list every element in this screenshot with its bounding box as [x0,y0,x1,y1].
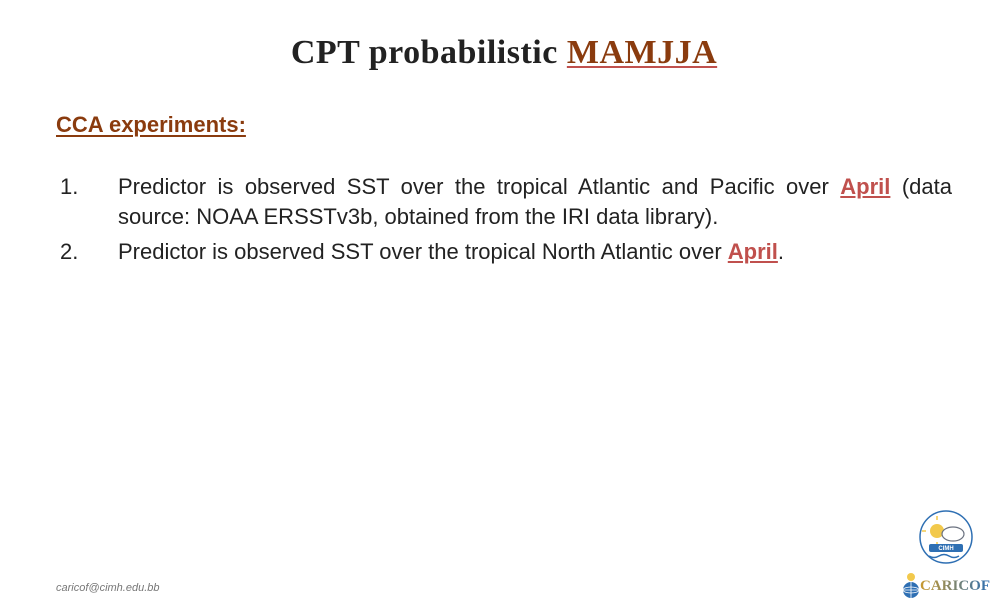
list-item: 1. Predictor is observed SST over the tr… [56,172,952,231]
title-highlight: MAMJJA [567,34,717,71]
cimh-logo-label: CIMH [938,546,953,552]
footer-email: caricof@cimh.edu.bb [56,582,160,594]
list-number: 1. [56,172,118,202]
slide-title: CPT probabilistic MAMJJA [56,34,952,72]
slide: CPT probabilistic MAMJJA CCA experiments… [0,0,1008,612]
list-text: Predictor is observed SST over the tropi… [118,172,952,231]
subtitle: CCA experiments: [56,112,952,138]
experiments-list: 1. Predictor is observed SST over the tr… [56,172,952,267]
list-text: Predictor is observed SST over the tropi… [118,237,952,267]
cimh-logo-icon: CIMH [919,510,973,564]
logo-area: CIMH CARICOF [898,510,994,602]
caricof-logo-icon: CARICOF [898,570,994,602]
item-bold: April [840,174,890,199]
caricof-globe-icon [902,572,920,600]
list-number: 2. [56,237,118,267]
caricof-logo-label: CARICOF [920,578,990,595]
item-bold: April [728,239,778,264]
list-item: 2. Predictor is observed SST over the tr… [56,237,952,267]
title-prefix: CPT probabilistic [291,34,567,71]
item-pre: Predictor is observed SST over the tropi… [118,239,728,264]
item-post: . [778,239,784,264]
item-pre: Predictor is observed SST over the tropi… [118,174,840,199]
